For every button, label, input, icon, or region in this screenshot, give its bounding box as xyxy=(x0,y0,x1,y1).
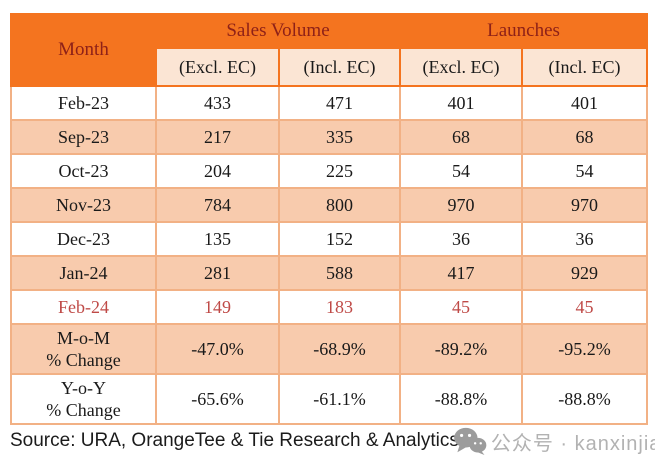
data-cell: 149 xyxy=(155,289,280,325)
data-cell: 204 xyxy=(155,153,280,189)
data-cell: 929 xyxy=(521,255,648,291)
data-cell: -95.2% xyxy=(521,323,648,375)
data-cell: 970 xyxy=(399,187,523,223)
row-label-cell: Y-o-Y % Change xyxy=(10,373,157,425)
table-row: Jan-24 281 588 417 929 xyxy=(10,255,648,291)
row-label-line2: % Change xyxy=(46,400,121,420)
month-cell: Sep-23 xyxy=(10,119,157,155)
row-label-line1: Y-o-Y xyxy=(61,377,106,398)
data-cell: 183 xyxy=(278,289,401,325)
sales-volume-group-header: Sales Volume xyxy=(155,13,401,49)
data-cell: 36 xyxy=(521,221,648,257)
row-label-line2: % Change xyxy=(46,350,121,370)
data-cell: 225 xyxy=(278,153,401,189)
month-cell: Oct-23 xyxy=(10,153,157,189)
month-column-header: Month xyxy=(10,13,157,87)
month-cell: Jan-24 xyxy=(10,255,157,291)
month-cell: Feb-23 xyxy=(10,85,157,121)
watermark: 公众号 · kanxinjiapo xyxy=(453,427,655,456)
table-row: Nov-23 784 800 970 970 xyxy=(10,187,648,223)
header-sub-row: (Excl. EC) (Incl. EC) (Excl. EC) (Incl. … xyxy=(11,47,648,87)
month-cell: Feb-24 xyxy=(10,289,157,325)
launches-group-header: Launches xyxy=(399,13,648,49)
subheader-sales-incl-ec: (Incl. EC) xyxy=(278,47,401,87)
data-cell: 401 xyxy=(399,85,523,121)
wechat-icon xyxy=(453,427,487,455)
data-cell: 335 xyxy=(278,119,401,155)
data-cell: 281 xyxy=(155,255,280,291)
header-group-row: Month Sales Volume Launches xyxy=(10,13,648,87)
data-cell: 54 xyxy=(399,153,523,189)
subheader-launches-excl-ec: (Excl. EC) xyxy=(399,47,523,87)
month-cell: Nov-23 xyxy=(10,187,157,223)
data-cell: 471 xyxy=(278,85,401,121)
data-cell: -65.6% xyxy=(155,373,280,425)
data-cell: 800 xyxy=(278,187,401,223)
subheader-sales-excl-ec: (Excl. EC) xyxy=(155,47,280,87)
data-cell: 45 xyxy=(521,289,648,325)
footer: Source: URA, OrangeTee & Tie Research & … xyxy=(10,426,655,456)
data-cell: 970 xyxy=(521,187,648,223)
table-row-mom-change: M-o-M % Change -47.0% -68.9% -89.2% -95.… xyxy=(10,323,648,375)
data-cell: 433 xyxy=(155,85,280,121)
data-cell: 152 xyxy=(278,221,401,257)
data-cell: -68.9% xyxy=(278,323,401,375)
table-row: Dec-23 135 152 36 36 xyxy=(10,221,648,257)
table-row: Oct-23 204 225 54 54 xyxy=(10,153,648,189)
table-row: Feb-23 433 471 401 401 xyxy=(10,85,648,121)
data-cell: -47.0% xyxy=(155,323,280,375)
table-row: Sep-23 217 335 68 68 xyxy=(10,119,648,155)
data-cell: 417 xyxy=(399,255,523,291)
data-cell: -88.8% xyxy=(399,373,523,425)
data-cell: -88.8% xyxy=(521,373,648,425)
data-cell: 588 xyxy=(278,255,401,291)
row-label-cell: M-o-M % Change xyxy=(10,323,157,375)
table-row-yoy-change: Y-o-Y % Change -65.6% -61.1% -88.8% -88.… xyxy=(10,373,648,425)
watermark-text: 公众号 · kanxinjiapo xyxy=(490,432,655,455)
row-label-line1: M-o-M xyxy=(57,327,110,348)
sales-launches-table: Month Sales Volume Launches (Excl. EC) (… xyxy=(10,13,648,425)
data-cell: 784 xyxy=(155,187,280,223)
data-cell: 45 xyxy=(399,289,523,325)
data-cell: -89.2% xyxy=(399,323,523,375)
data-cell: 36 xyxy=(399,221,523,257)
table-row-highlighted: Feb-24 149 183 45 45 xyxy=(10,289,648,325)
data-cell: -61.1% xyxy=(278,373,401,425)
data-cell: 68 xyxy=(399,119,523,155)
data-cell: 54 xyxy=(521,153,648,189)
month-cell: Dec-23 xyxy=(10,221,157,257)
sales-launches-table-wrap: Month Sales Volume Launches (Excl. EC) (… xyxy=(10,13,648,425)
data-cell: 68 xyxy=(521,119,648,155)
source-caption: Source: URA, OrangeTee & Tie Research & … xyxy=(10,430,459,451)
data-cell: 135 xyxy=(155,221,280,257)
subheader-launches-incl-ec: (Incl. EC) xyxy=(521,47,648,87)
data-cell: 217 xyxy=(155,119,280,155)
data-cell: 401 xyxy=(521,85,648,121)
